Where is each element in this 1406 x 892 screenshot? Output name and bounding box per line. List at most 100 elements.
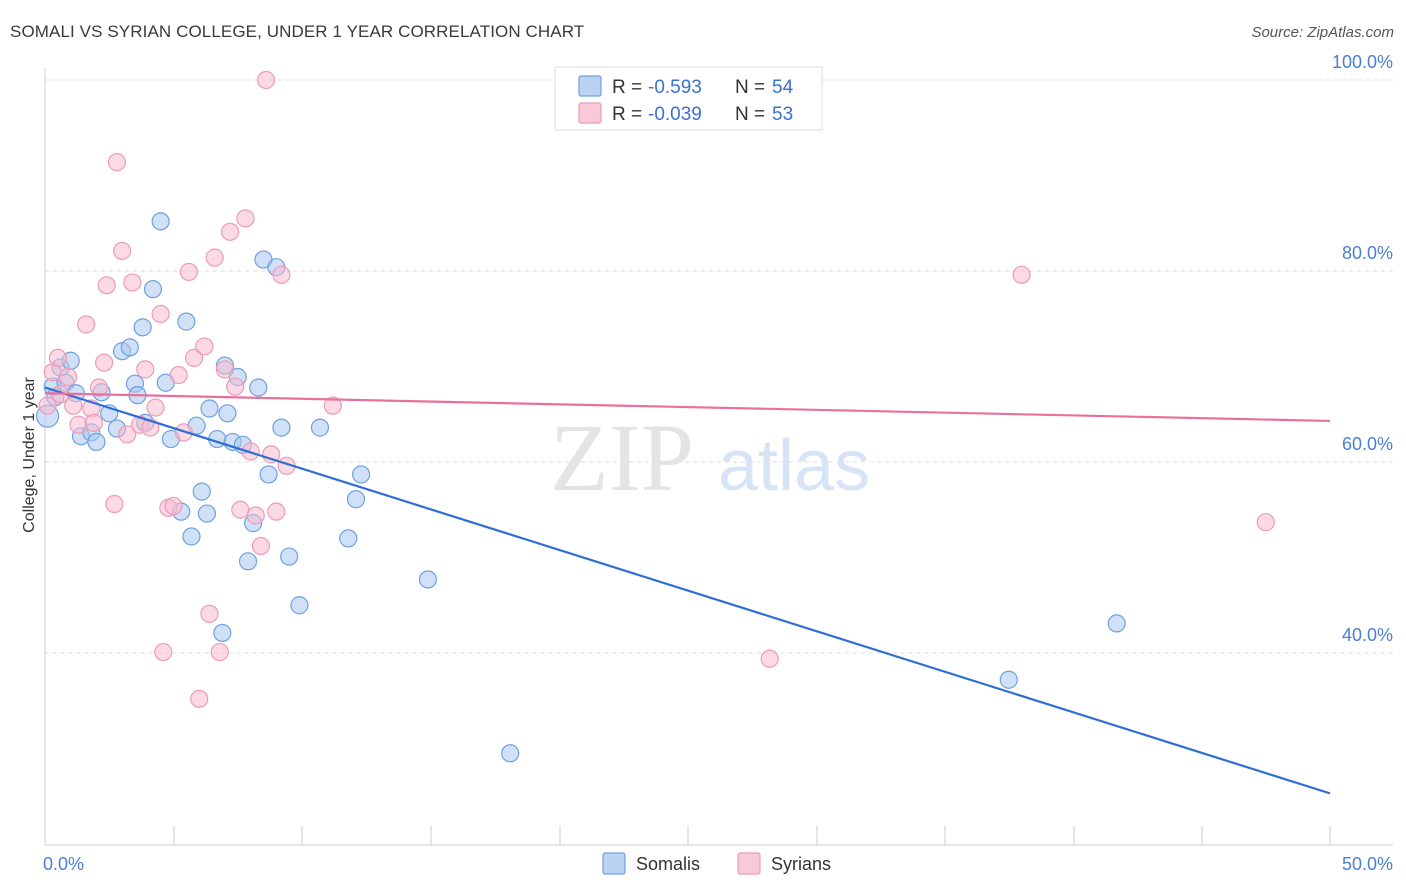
trend-line-somalis: [44, 386, 1331, 795]
legend-n-value-syrians: 53: [772, 104, 793, 125]
watermark-atlas: atlas: [718, 426, 870, 506]
point-somali-52: [999, 670, 1018, 689]
x-tick-label-1: 50.0%: [1342, 854, 1393, 874]
x-tick-label-0: 0.0%: [43, 854, 84, 874]
point-somali-16: [133, 318, 152, 337]
legend-n-label-somalis: N =: [735, 77, 765, 98]
point-somali-47: [339, 529, 358, 548]
point-syrian-31: [195, 337, 214, 356]
point-syrian-50: [760, 649, 779, 668]
y-tick-labels: 40.0% 60.0% 80.0% 100.0%: [1332, 52, 1393, 645]
point-syrian-23: [154, 642, 173, 662]
point-syrian-33: [205, 248, 224, 267]
legend-r-value-syrians: -0.039: [648, 104, 702, 125]
legend-bottom-label-syrians: Syrians: [771, 854, 831, 874]
watermark-zip: ZIP: [550, 404, 694, 511]
point-syrian-21: [146, 398, 165, 417]
legend-top: R = -0.593 N = 54 R = -0.039 N = 53: [554, 66, 823, 131]
point-syrian-43: [256, 70, 276, 90]
point-syrian-9: [84, 413, 103, 432]
point-syrian-0: [38, 396, 57, 415]
legend-bottom: Somalis Syrians: [602, 852, 831, 875]
point-somali-37: [238, 552, 258, 571]
point-somali-45: [290, 596, 309, 615]
trend-line-syrians: [44, 392, 1331, 423]
y-tick-label-3: 100.0%: [1332, 52, 1393, 72]
point-syrian-29: [184, 348, 204, 368]
point-somali-39: [249, 378, 268, 397]
point-somali-43: [272, 418, 291, 437]
point-somali-44: [280, 547, 299, 566]
legend-swatch-somalis: [578, 75, 602, 97]
y-tick-label-2: 80.0%: [1342, 243, 1393, 263]
legend-n-label-syrians: N =: [735, 104, 765, 125]
point-syrian-48: [323, 396, 342, 415]
y-tick-label-1: 60.0%: [1342, 434, 1393, 454]
point-syrian-41: [246, 506, 265, 525]
point-somali-48: [346, 490, 366, 509]
point-syrian-39: [236, 209, 255, 228]
point-syrian-12: [97, 276, 116, 295]
point-syrian-6: [69, 415, 88, 434]
point-syrian-19: [136, 360, 155, 379]
point-syrian-52: [1256, 513, 1275, 532]
point-syrian-34: [210, 642, 229, 662]
legend-n-value-somalis: 54: [772, 77, 794, 98]
point-syrian-30: [190, 689, 209, 708]
point-syrian-10: [89, 378, 109, 397]
point-syrian-38: [231, 500, 250, 519]
legend-r-label-somalis: R =: [612, 77, 642, 98]
point-somali-31: [213, 623, 232, 643]
point-syrian-11: [95, 353, 114, 372]
point-syrian-37: [226, 377, 245, 396]
point-somali-32: [218, 404, 237, 423]
y-tick-label-0: 40.0%: [1342, 625, 1393, 645]
point-syrian-22: [151, 304, 170, 324]
point-syrian-28: [179, 262, 199, 282]
series-syrians-points: [38, 70, 1275, 708]
point-somali-9: [87, 432, 106, 452]
point-somali-49: [352, 465, 371, 484]
point-syrian-14: [107, 153, 127, 172]
legend-r-value-somalis: -0.593: [648, 77, 702, 98]
trend-lines: [44, 386, 1331, 795]
point-syrian-36: [220, 222, 240, 241]
point-syrian-17: [123, 273, 142, 292]
point-syrian-16: [118, 425, 137, 444]
point-syrian-46: [272, 265, 291, 284]
legend-swatch-syrians: [578, 102, 602, 124]
point-somali-46: [310, 418, 330, 437]
y-axis-title: College, Under 1 year: [21, 377, 38, 533]
point-syrian-4: [59, 367, 78, 387]
point-syrian-13: [105, 494, 124, 514]
point-syrian-26: [169, 365, 188, 385]
point-somali-51: [501, 744, 520, 763]
legend-bottom-swatch-somalis: [602, 852, 626, 875]
point-somali-29: [200, 399, 219, 418]
point-somali-27: [192, 482, 211, 501]
point-somali-13: [120, 338, 139, 357]
point-syrian-25: [164, 496, 183, 516]
point-syrian-51: [1012, 265, 1031, 284]
legend-bottom-label-somalis: Somalis: [636, 854, 700, 874]
point-somali-53: [1107, 614, 1126, 633]
source-credit: Source: ZipAtlas.com: [1251, 24, 1394, 41]
point-syrian-20: [141, 418, 160, 437]
point-syrian-7: [77, 315, 96, 334]
axes: [44, 68, 1393, 846]
point-somali-20: [151, 212, 170, 231]
point-somali-24: [177, 312, 196, 331]
point-somali-25: [182, 527, 201, 546]
legend-bottom-swatch-syrians: [737, 852, 761, 875]
point-syrian-42: [251, 536, 270, 556]
point-somali-28: [197, 504, 217, 523]
point-syrian-15: [112, 241, 132, 261]
point-somali-41: [259, 465, 278, 484]
legend-r-label-syrians: R =: [612, 104, 642, 125]
chart-title: SOMALI VS SYRIAN COLLEGE, UNDER 1 YEAR C…: [10, 22, 585, 41]
point-syrian-5: [64, 396, 83, 415]
point-syrian-45: [267, 502, 286, 521]
point-syrian-32: [200, 604, 219, 623]
point-syrian-35: [215, 360, 234, 379]
